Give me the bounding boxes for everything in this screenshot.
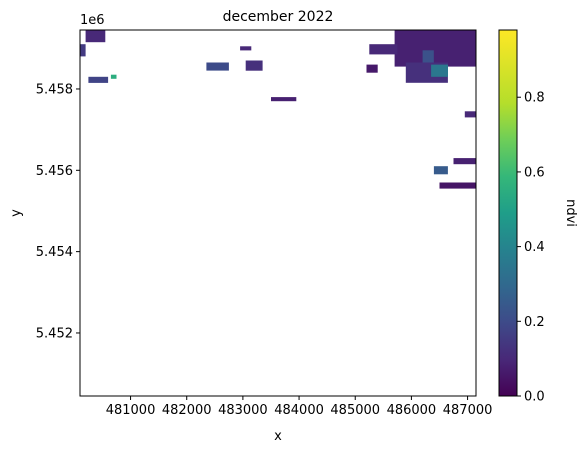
x-tick-label: 482000 (162, 403, 212, 418)
colorbar-tick-label: 0.6 (524, 165, 545, 180)
x-tick-label: 487000 (443, 403, 493, 418)
x-tick-label: 481000 (106, 403, 156, 418)
heatmap-raster (80, 30, 476, 189)
y-tick-label: 5.458 (36, 82, 73, 97)
heatmap-cell (422, 50, 434, 63)
y-axis: 5.452 5.454 5.456 5.458 (36, 82, 80, 341)
colorbar-tick-label: 0.8 (524, 91, 545, 106)
heatmap-cell (453, 158, 476, 165)
x-axis-label: x (274, 429, 282, 444)
heatmap-cell (206, 62, 229, 71)
plot-area-frame (79, 29, 477, 397)
chart-title: december 2022 (223, 9, 334, 25)
x-axis: 481000 482000 483000 484000 485000 486000 4870… (106, 396, 493, 418)
x-tick-label: 486000 (387, 403, 437, 418)
heatmap-cell (240, 46, 252, 51)
y-tick-label: 5.456 (36, 164, 73, 179)
heatmap-cell (464, 111, 476, 118)
heatmap-cell (80, 44, 86, 57)
y-axis-offset-label: 1e6 (80, 13, 105, 28)
y-tick-label: 5.452 (36, 326, 73, 341)
y-tick-label: 5.454 (36, 245, 73, 260)
heatmap-cell (110, 74, 117, 79)
x-tick-label: 484000 (274, 403, 324, 418)
heatmap-cell (439, 182, 476, 189)
heatmap-cell (366, 64, 378, 73)
heatmap-cell (394, 30, 476, 67)
colorbar-tick-label: 0.0 (524, 390, 545, 405)
heatmap-cell (271, 97, 297, 102)
heatmap-cell (431, 64, 448, 77)
heatmap-cell (369, 44, 398, 55)
heatmap-cell (85, 30, 106, 43)
colorbar-tick-label: 0.4 (524, 240, 545, 255)
x-tick-label: 483000 (218, 403, 268, 418)
heatmap-cell (433, 166, 448, 175)
colorbar-label: ndvi (563, 199, 578, 227)
colorbar-axis: 0.0 0.2 0.4 0.6 0.8 (517, 91, 545, 405)
y-axis-label: y (9, 209, 24, 217)
colorbar-tick-label: 0.2 (524, 315, 545, 330)
heatmap-cell (88, 76, 109, 83)
x-tick-label: 485000 (330, 403, 380, 418)
colorbar (498, 29, 518, 397)
heatmap-cell (245, 60, 263, 71)
